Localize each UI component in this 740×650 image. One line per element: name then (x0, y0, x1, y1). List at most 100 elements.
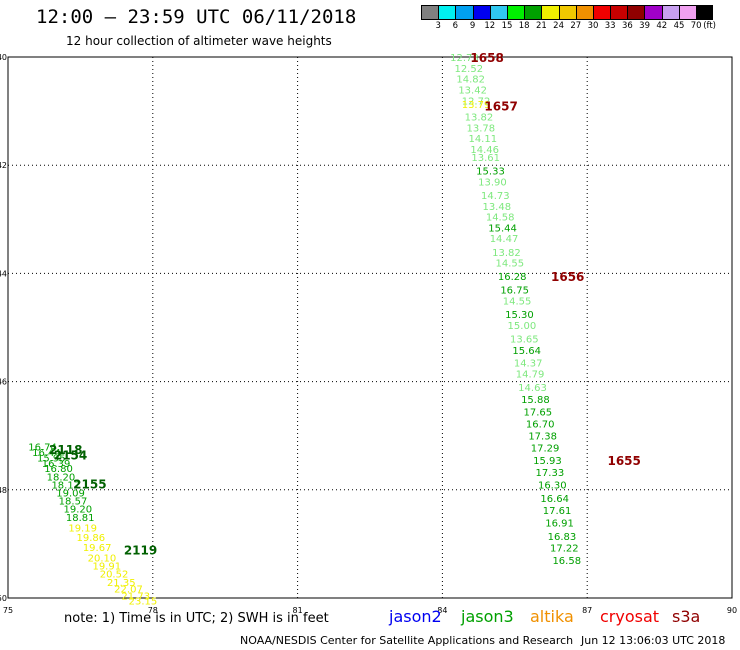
latitude-tick-label: 40 (0, 53, 7, 62)
wave-height-value: 20.10 (88, 553, 117, 564)
color-scale-label: 45 (673, 21, 685, 31)
wave-height-value: 21.73 (121, 591, 150, 602)
pass-time-label: 1658 (470, 51, 503, 65)
wave-height-value: 13.78 (467, 123, 496, 134)
wave-height-value: 12.73 (450, 53, 479, 64)
wave-height-value: 13.61 (471, 153, 500, 164)
wave-height-value: 19.91 (92, 562, 121, 573)
color-swatch (438, 5, 456, 20)
wave-height-value: 15.00 (508, 321, 537, 332)
latitude-tick-label: 48 (0, 486, 7, 495)
wave-height-value: 15.30 (505, 310, 534, 321)
longitude-tick-label: 90 (727, 606, 737, 615)
wave-height-value: 15.64 (512, 346, 541, 357)
color-scale-label: 30 (587, 21, 599, 31)
page-title: 12:00 – 23:59 UTC 06/11/2018 (36, 6, 357, 28)
color-swatch (575, 5, 593, 20)
wave-height-value: 14.11 (468, 134, 497, 145)
legend-item-altika: altika (530, 607, 574, 626)
color-scale-label: 33 (604, 21, 616, 31)
map-frame (7, 56, 733, 599)
pass-time-label: 2118 (49, 443, 82, 457)
color-swatch (592, 5, 611, 20)
wave-height-value: 21.35 (107, 578, 136, 589)
wave-height-value: 17.29 (531, 444, 560, 455)
latitude-tick-label: 42 (0, 161, 7, 170)
color-swatch (455, 5, 473, 20)
wave-height-value: 16.64 (540, 494, 569, 505)
wave-height-value: 15.44 (488, 223, 517, 234)
longitude-tick-label: 75 (3, 606, 13, 615)
wave-height-value: 20.52 (100, 570, 129, 581)
footer-credit: NOAA/NESDIS Center for Satellite Applica… (240, 634, 574, 647)
wave-height-value: 16.28 (498, 272, 527, 283)
wave-height-value: 16.58 (552, 556, 581, 567)
page-subtitle: 12 hour collection of altimeter wave hei… (66, 34, 332, 48)
color-swatch (541, 5, 559, 20)
color-swatch (421, 5, 439, 20)
wave-height-value: 17.38 (528, 432, 557, 443)
color-scale-label: 9 (469, 21, 476, 31)
wave-height-value: 16.91 (545, 518, 574, 529)
longitude-tick-label: 87 (582, 606, 592, 615)
wave-height-value: 17.33 (536, 468, 565, 479)
footnote: note: 1) Time is in UTC; 2) SWH is in fe… (64, 611, 329, 626)
color-scale-label: 21 (535, 21, 547, 31)
color-scale-label: 15 (501, 21, 513, 31)
color-scale-label: 3 (435, 21, 441, 31)
color-scale-swatches (421, 5, 714, 20)
wave-height-value: 23.15 (129, 597, 158, 608)
color-swatch (644, 5, 662, 20)
color-swatch (506, 5, 525, 20)
wave-height-value: 13.79 (462, 100, 491, 111)
color-scale-legend: 3 6 9 12 15 18 21 24 27 30 33 36 39 42 45 70 (ft) (421, 5, 716, 32)
legend-item-jason2: jason2 (389, 607, 442, 626)
color-scale-labels: 3 6 9 12 15 18 21 24 27 30 33 36 39 42 45 70 (ft) (421, 20, 716, 32)
legend-item-cryosat: cryosat (600, 607, 660, 626)
wave-height-value: 19.86 (77, 533, 106, 544)
latitude-tick-label: 44 (0, 269, 7, 278)
wave-height-value: 18.81 (66, 513, 95, 524)
pass-time-label: 1657 (484, 100, 517, 114)
wave-height-value: 15.93 (533, 456, 562, 467)
wave-height-value: 14.79 (516, 369, 545, 380)
color-scale-label: 70 (690, 21, 702, 31)
latitude-tick-label: 46 (0, 378, 7, 387)
color-swatch (472, 5, 490, 20)
wave-height-value: 16.80 (44, 464, 73, 475)
wave-height-value: 15.33 (476, 167, 505, 178)
wave-height-value: 16.75 (500, 286, 529, 297)
wave-height-value: 16.74 (28, 443, 57, 454)
wave-height-value: 14.73 (481, 191, 510, 202)
wave-height-value: 18.20 (47, 472, 76, 483)
wave-height-value: 14.47 (490, 234, 519, 245)
wave-height-value: 15.88 (521, 395, 550, 406)
wave-height-value: 16.30 (538, 480, 567, 491)
wave-height-value: 14.82 (456, 75, 485, 86)
wave-height-value: 13.82 (492, 248, 521, 259)
wave-height-value: 14.55 (503, 296, 532, 307)
wave-height-value: 15.95 (37, 453, 66, 464)
wave-height-value: 14.58 (486, 213, 515, 224)
wave-height-value: 14.46 (470, 145, 499, 156)
wave-height-value: 17.22 (550, 544, 579, 555)
footer-timestamp: Jun 12 13:06:03 UTC 2018 (581, 634, 726, 647)
color-scale-label: 18 (518, 21, 530, 31)
wave-height-value: 19.09 (56, 489, 85, 500)
wave-height-value: 13.82 (465, 113, 494, 124)
pass-time-label: 2154 (54, 449, 87, 463)
wave-height-value: 19.67 (83, 543, 112, 554)
color-swatch (610, 5, 628, 20)
wave-height-value: 19.19 (68, 524, 97, 535)
wave-height-value: 18.57 (59, 497, 88, 508)
wave-height-value: 17.65 (523, 407, 552, 418)
wave-height-value: 19.20 (64, 505, 93, 516)
longitude-tick-label: 81 (293, 606, 303, 615)
wave-height-value: 13.65 (510, 334, 539, 345)
color-scale-label: 6 (452, 21, 459, 31)
legend-item-s3a: s3a (672, 607, 701, 626)
color-scale-label: 39 (639, 21, 651, 31)
wave-height-value: 18.17 (51, 480, 80, 491)
wave-height-value: 16.83 (548, 532, 577, 543)
